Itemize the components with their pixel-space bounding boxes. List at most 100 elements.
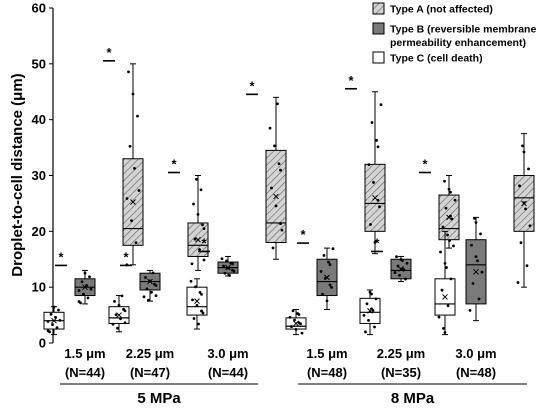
mean-marker xyxy=(51,317,57,324)
box-type-c xyxy=(434,230,456,336)
data-point xyxy=(404,277,407,281)
data-point xyxy=(441,225,445,229)
data-point xyxy=(223,271,227,275)
data-point xyxy=(367,318,370,322)
data-point xyxy=(154,284,158,287)
data-point xyxy=(273,144,276,148)
data-point xyxy=(449,214,452,218)
data-point xyxy=(374,297,378,301)
data-point xyxy=(57,308,60,312)
legend: Type A (not affected) Type B (reversible … xyxy=(372,2,536,65)
legend-label: Type B (reversible membrane xyxy=(390,24,536,36)
data-point xyxy=(117,303,121,307)
box-type-a xyxy=(513,133,535,288)
data-point xyxy=(405,261,409,265)
box-type-b: * xyxy=(120,249,161,302)
y-tick-label: 20 xyxy=(32,224,46,239)
data-point xyxy=(521,144,524,148)
data-point xyxy=(271,246,275,250)
data-point xyxy=(402,268,406,272)
data-point xyxy=(51,323,54,326)
data-point xyxy=(199,188,203,192)
data-point xyxy=(370,121,374,124)
data-point xyxy=(150,290,153,294)
data-point xyxy=(474,221,478,224)
data-point xyxy=(446,233,449,237)
mean-marker xyxy=(116,312,122,318)
legend-label: Type A (not affected) xyxy=(390,4,493,16)
data-point xyxy=(373,325,376,329)
data-point xyxy=(325,299,329,303)
data-point xyxy=(440,288,444,292)
data-point xyxy=(228,274,231,277)
data-point xyxy=(393,271,397,274)
data-point xyxy=(201,311,205,315)
data-point xyxy=(401,259,404,262)
data-point xyxy=(369,223,372,226)
data-point xyxy=(376,145,380,149)
data-point xyxy=(331,247,335,251)
data-point xyxy=(474,255,478,259)
data-point xyxy=(327,260,330,264)
data-point xyxy=(200,309,203,313)
data-point xyxy=(279,222,282,226)
data-point xyxy=(291,309,295,313)
data-point xyxy=(52,305,56,309)
data-point xyxy=(288,315,292,319)
legend-label: permeability enhancement) xyxy=(390,37,526,49)
data-point xyxy=(128,144,132,148)
data-point xyxy=(446,304,450,308)
data-point xyxy=(151,271,155,275)
category-size-label: 1.5 μm xyxy=(306,346,347,361)
mean-marker xyxy=(194,298,200,304)
data-point xyxy=(522,201,526,205)
data-point xyxy=(319,270,323,273)
box-type-a: * xyxy=(168,157,209,271)
data-point xyxy=(111,322,115,326)
data-point xyxy=(445,266,448,269)
data-point xyxy=(300,331,304,335)
box-type-a: * xyxy=(246,78,287,260)
data-point xyxy=(443,331,447,334)
box-type-c xyxy=(285,309,307,336)
data-point xyxy=(294,327,298,331)
data-point xyxy=(452,244,455,248)
data-point xyxy=(527,167,530,171)
data-point xyxy=(123,321,127,325)
data-point xyxy=(86,296,90,300)
data-point xyxy=(396,264,400,268)
data-point xyxy=(480,270,484,274)
data-point xyxy=(189,279,193,283)
data-point xyxy=(518,184,521,188)
data-point xyxy=(322,254,326,257)
mean-marker xyxy=(372,194,378,201)
data-point xyxy=(192,317,196,320)
data-point xyxy=(449,277,453,281)
data-point xyxy=(516,281,520,284)
data-point xyxy=(290,325,293,328)
category-size-label: 3.0 μm xyxy=(207,346,248,361)
box-type-b: * xyxy=(55,249,96,305)
data-point xyxy=(231,262,234,266)
data-point xyxy=(379,103,383,107)
data-point xyxy=(519,241,523,245)
data-point xyxy=(362,314,366,317)
data-point xyxy=(439,250,442,254)
data-point xyxy=(197,322,200,326)
data-point xyxy=(447,187,451,191)
data-point xyxy=(193,237,197,241)
box-type-b: * xyxy=(371,235,412,283)
data-point xyxy=(120,294,124,298)
data-point xyxy=(453,198,457,202)
data-point xyxy=(198,290,202,294)
data-point xyxy=(470,243,473,247)
data-point xyxy=(324,276,327,280)
data-point xyxy=(198,248,201,251)
data-point xyxy=(200,292,203,296)
data-point xyxy=(450,217,454,221)
data-point xyxy=(449,190,452,194)
significance-star: * xyxy=(348,73,354,88)
data-point xyxy=(123,309,127,313)
data-point xyxy=(195,177,198,181)
